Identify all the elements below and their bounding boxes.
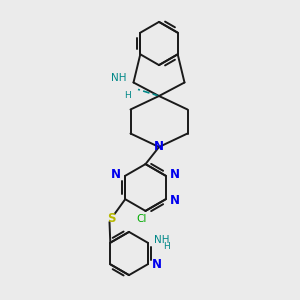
Text: Cl: Cl [136,214,147,224]
Text: N: N [111,167,121,181]
Text: N: N [170,194,180,208]
Text: N: N [152,258,162,271]
Text: S: S [107,212,115,225]
Text: NH: NH [154,235,170,245]
Text: N: N [154,140,164,153]
Text: H: H [124,91,130,100]
Text: H: H [163,242,170,251]
Text: N: N [170,167,180,181]
Text: NH: NH [110,73,126,83]
